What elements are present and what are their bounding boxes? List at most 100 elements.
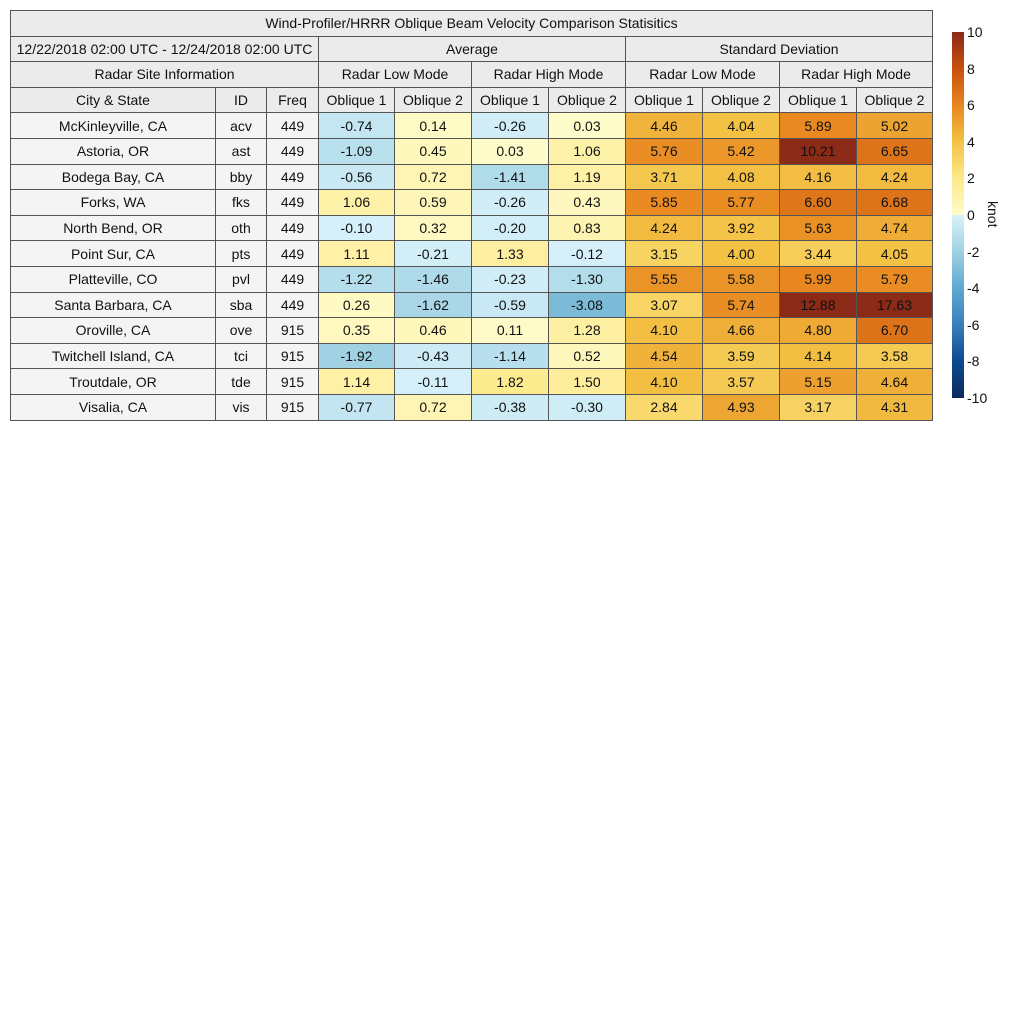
id-cell: pvl <box>215 265 267 293</box>
freq-cell: 915 <box>266 317 319 344</box>
value-cell: 10.21 <box>779 137 857 165</box>
column-header: Freq <box>266 86 319 114</box>
freq-cell: 449 <box>266 112 319 139</box>
freq-cell: 915 <box>266 368 319 395</box>
id-cell: oth <box>215 214 267 242</box>
colorbar-tick: 6 <box>967 97 975 114</box>
value-cell: 3.92 <box>702 214 780 242</box>
value-cell: -1.30 <box>548 265 626 293</box>
value-cell: 0.52 <box>548 342 626 370</box>
id-cell: ove <box>215 317 267 344</box>
mode-header: Radar High Mode <box>779 61 933 88</box>
value-cell: -1.14 <box>471 342 549 370</box>
value-cell: 4.66 <box>702 317 780 344</box>
value-cell: 3.58 <box>856 342 933 370</box>
id-cell: fks <box>215 189 267 216</box>
value-cell: 4.00 <box>702 240 780 267</box>
value-cell: 1.28 <box>548 317 626 344</box>
value-cell: 1.82 <box>471 368 549 395</box>
value-cell: 0.35 <box>318 317 395 344</box>
value-cell: 0.46 <box>394 317 472 344</box>
value-cell: 1.50 <box>548 368 626 395</box>
value-cell: 3.15 <box>625 240 703 267</box>
value-cell: 0.72 <box>394 163 472 191</box>
value-cell: 5.58 <box>702 265 780 293</box>
value-cell: 0.03 <box>548 112 626 139</box>
value-cell: -0.26 <box>471 189 549 216</box>
value-cell: 4.54 <box>625 342 703 370</box>
column-header: Oblique 1 <box>471 86 549 114</box>
city-cell: Platteville, CO <box>10 265 216 293</box>
value-cell: 3.17 <box>779 393 857 421</box>
colorbar-tick: -6 <box>967 316 980 333</box>
mode-header: Radar High Mode <box>471 61 626 88</box>
mode-header: Radar Low Mode <box>625 61 780 88</box>
table-row: Bodega Bay, CA bby 449 -0.56 0.72 -1.41 1.19 3.… <box>10 163 933 191</box>
column-header: Oblique 2 <box>394 86 472 114</box>
colorbar-tick: 2 <box>967 170 975 187</box>
column-header: City & State <box>10 86 216 114</box>
value-cell: -0.30 <box>548 393 626 421</box>
column-header: Oblique 1 <box>625 86 703 114</box>
std-header: Standard Deviation <box>625 35 933 63</box>
value-cell: 5.74 <box>702 291 780 319</box>
value-cell: -1.09 <box>318 137 395 165</box>
site-info-header: Radar Site Information <box>10 61 319 88</box>
value-cell: 5.42 <box>702 137 780 165</box>
value-cell: 6.68 <box>856 189 933 216</box>
value-cell: 0.11 <box>471 317 549 344</box>
city-cell: McKinleyville, CA <box>10 112 216 139</box>
city-cell: Twitchell Island, CA <box>10 342 216 370</box>
value-cell: -0.12 <box>548 240 626 267</box>
table-row: Platteville, CO pvl 449 -1.22 -1.46 -0.23 -1.3… <box>10 265 933 293</box>
id-cell: tci <box>215 342 267 370</box>
city-cell: North Bend, OR <box>10 214 216 242</box>
colorbar-tick: 0 <box>967 207 975 223</box>
value-cell: -1.92 <box>318 342 395 370</box>
id-cell: acv <box>215 112 267 139</box>
value-cell: 6.60 <box>779 189 857 216</box>
table-row: Point Sur, CA pts 449 1.11 -0.21 1.33 -0.12 3.1… <box>10 240 933 267</box>
freq-cell: 449 <box>266 291 319 319</box>
value-cell: 0.26 <box>318 291 395 319</box>
value-cell: -1.46 <box>394 265 472 293</box>
value-cell: 3.07 <box>625 291 703 319</box>
value-cell: 5.89 <box>779 112 857 139</box>
value-cell: 3.44 <box>779 240 857 267</box>
value-cell: 4.80 <box>779 317 857 344</box>
value-cell: 4.64 <box>856 368 933 395</box>
average-header: Average <box>318 35 626 63</box>
value-cell: 6.65 <box>856 137 933 165</box>
colorbar <box>952 32 964 398</box>
value-cell: -1.22 <box>318 265 395 293</box>
value-cell: 0.83 <box>548 214 626 242</box>
value-cell: 0.59 <box>394 189 472 216</box>
colorbar-label: knot <box>985 201 1001 228</box>
value-cell: 4.24 <box>625 214 703 242</box>
freq-cell: 449 <box>266 163 319 191</box>
column-header: Oblique 2 <box>702 86 780 114</box>
column-header: Oblique 2 <box>548 86 626 114</box>
freq-cell: 449 <box>266 265 319 293</box>
value-cell: 5.02 <box>856 112 933 139</box>
column-header: Oblique 1 <box>779 86 857 114</box>
table-title: Wind-Profiler/HRRR Oblique Beam Velocity… <box>10 10 933 37</box>
value-cell: 5.55 <box>625 265 703 293</box>
value-cell: 0.45 <box>394 137 472 165</box>
value-cell: 3.57 <box>702 368 780 395</box>
value-cell: 5.15 <box>779 368 857 395</box>
city-cell: Oroville, CA <box>10 317 216 344</box>
value-cell: 3.71 <box>625 163 703 191</box>
value-cell: -0.43 <box>394 342 472 370</box>
value-cell: -0.23 <box>471 265 549 293</box>
value-cell: 1.33 <box>471 240 549 267</box>
table-row: Visalia, CA vis 915 -0.77 0.72 -0.38 -0.30 2.84… <box>10 393 933 421</box>
value-cell: -0.21 <box>394 240 472 267</box>
colorbar-tick: -4 <box>967 280 980 297</box>
value-cell: -0.20 <box>471 214 549 242</box>
id-cell: sba <box>215 291 267 319</box>
value-cell: 5.79 <box>856 265 933 293</box>
value-cell: 1.11 <box>318 240 395 267</box>
value-cell: 1.14 <box>318 368 395 395</box>
value-cell: 1.19 <box>548 163 626 191</box>
